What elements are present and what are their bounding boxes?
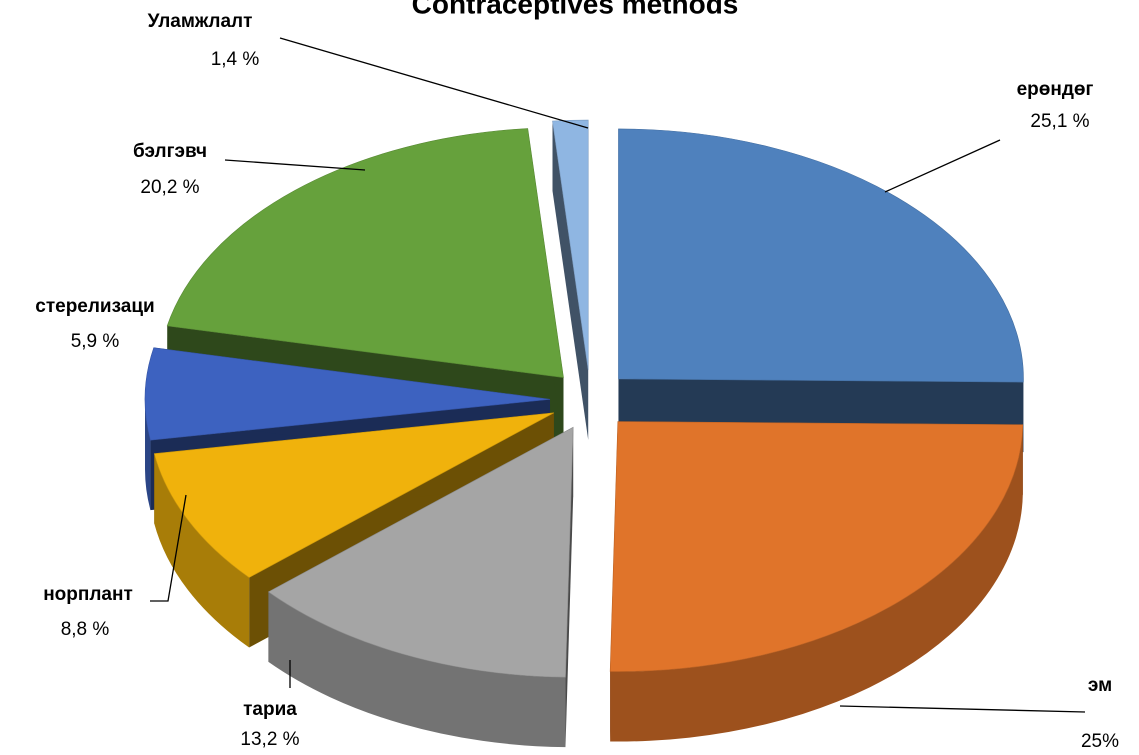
- slice-value: 13,2 %: [240, 729, 299, 750]
- slice-name: эм: [1088, 675, 1112, 696]
- slice: [153, 412, 554, 578]
- slice-name: Уламжлалт: [148, 11, 253, 32]
- slice: [267, 426, 574, 678]
- leader-line: [150, 494, 187, 602]
- slice-side: [552, 121, 589, 441]
- slice: [609, 421, 1024, 672]
- slice-name: стерелизаци: [35, 296, 154, 317]
- slice-value: 25%: [1081, 731, 1119, 752]
- slice-name: тариа: [243, 699, 297, 720]
- leader-line: [884, 139, 1001, 193]
- chart-title: Contraceptives methods: [412, 0, 739, 19]
- slice: [166, 128, 564, 378]
- leader-line: [279, 37, 589, 129]
- slice-wall: [145, 399, 151, 511]
- slice-side: [565, 427, 574, 748]
- slice-wall: [268, 591, 566, 748]
- slice-value: 1,4 %: [211, 49, 260, 70]
- slice-value: 5,9 %: [71, 331, 120, 352]
- slice: [618, 128, 1024, 383]
- slice-value: 20,2 %: [140, 177, 199, 198]
- slice-wall: [154, 453, 250, 648]
- slice-name: ерөндөг: [1017, 79, 1094, 100]
- slice-name: бэлгэвч: [133, 141, 207, 162]
- slice-value: 8,8 %: [61, 619, 110, 640]
- slice-value: 25,1 %: [1030, 111, 1089, 132]
- slice: [144, 347, 551, 441]
- slice: [552, 119, 589, 371]
- slice-wall: [610, 424, 1023, 742]
- slice-name: норплант: [43, 584, 133, 605]
- leader-line: [839, 705, 1086, 713]
- leader-line: [224, 159, 366, 171]
